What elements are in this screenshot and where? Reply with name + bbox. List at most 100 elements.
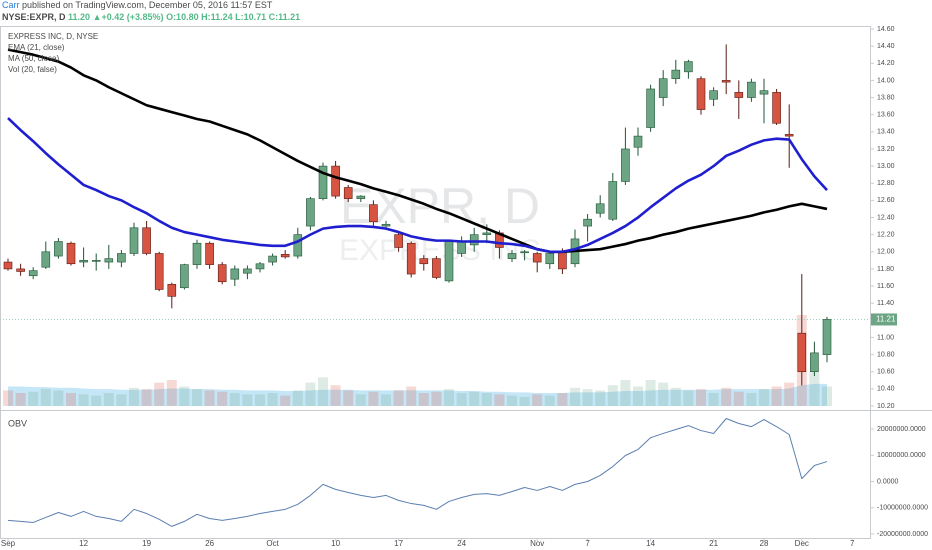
volume-bar [217, 391, 228, 406]
volume-bar [166, 380, 177, 406]
volume-bar [696, 389, 706, 406]
legend-entry: EMA (21, close) [8, 43, 65, 52]
candle-body [230, 268, 240, 280]
last-price-label: 11.21 [876, 315, 896, 324]
candle-body [117, 253, 126, 263]
candle-body [343, 187, 353, 199]
y-tick-label: 12.80 [877, 180, 895, 187]
candle-body [444, 241, 454, 282]
candle-body [822, 319, 832, 355]
candle-body [192, 242, 202, 265]
volume-bar [242, 394, 253, 406]
candle-body [205, 242, 214, 265]
y-tick-label: 12.00 [877, 249, 895, 256]
candle-body [709, 90, 718, 100]
candle-body [658, 78, 668, 98]
header-line: Carr published on TradingView.com, Decem… [2, 0, 273, 10]
legend-entry: MA (50, close) [8, 54, 59, 63]
candle-body [280, 254, 290, 258]
candle-body [369, 204, 378, 223]
candle-body [331, 165, 340, 197]
volume-bar [658, 382, 669, 406]
volume-bar [330, 385, 341, 406]
volume-bar [368, 391, 379, 406]
volume-bar [746, 393, 757, 406]
obv-y-tick-label: 20000000.0000 [877, 426, 926, 433]
y-tick-label: 10.40 [877, 386, 895, 393]
candle-body [545, 253, 555, 265]
ema-line [7, 117, 828, 254]
volume-bar [633, 386, 643, 406]
volume-bar [192, 389, 202, 406]
last: 11.20 [68, 12, 90, 22]
candle-body [3, 261, 13, 270]
candle-body [772, 92, 781, 124]
ohlc: O:10.80 H:11.24 L:10.71 C:11.21 [166, 12, 300, 22]
ma-line [7, 48, 828, 254]
volume-bar [255, 394, 265, 406]
y-tick-label: 10.60 [877, 369, 895, 376]
candle-body [66, 242, 76, 265]
volume-bar [53, 390, 64, 406]
volume-bar [40, 389, 51, 406]
volume-bar [343, 390, 354, 406]
y-tick-label: 11.40 [877, 300, 894, 307]
author[interactable]: Carr [2, 0, 20, 10]
x-tick-label: 28 [760, 539, 769, 548]
y-tick-label: 14.20 [877, 60, 895, 67]
candle-body [167, 284, 177, 297]
x-tick-label: 19 [142, 539, 151, 548]
volume-bar [431, 391, 442, 406]
candle-body [381, 224, 391, 227]
candle-body [356, 195, 366, 199]
volume-bar [494, 394, 505, 406]
volume-bar [683, 390, 694, 406]
volume-bar [570, 387, 580, 406]
volume-bar [532, 394, 543, 406]
volume-bar [267, 393, 278, 406]
volume-bar [507, 395, 517, 406]
y-tick-label: 13.60 [877, 112, 895, 119]
candle-body [696, 78, 706, 110]
candle-body [217, 264, 227, 283]
legend-entry: EXPRESS INC, D, NYSE [8, 32, 98, 41]
candle-body [797, 332, 807, 373]
candle-body [721, 80, 731, 83]
candle-body [621, 148, 630, 182]
obv-y-tick-label: -10000000.0000 [877, 505, 928, 512]
y-tick-label: 14.00 [877, 77, 895, 84]
candle-body [633, 135, 643, 148]
obv-y-tick-label: -20000000.0000 [877, 531, 928, 538]
volume-bar [355, 394, 366, 406]
y-tick-label: 12.40 [877, 214, 895, 221]
candle-body [608, 181, 618, 220]
volume-bar [129, 387, 139, 406]
y-tick-label: 10.80 [877, 351, 895, 358]
volume-bar [582, 389, 593, 406]
candle-body [91, 260, 101, 262]
legend-entry: Vol (20, false) [8, 65, 57, 74]
candle-body [583, 218, 592, 227]
symbol: NYSE:EXPR, D [2, 12, 66, 22]
last-price-tag [871, 313, 897, 326]
volume-bar [456, 393, 467, 406]
y-tick-label: 13.80 [877, 94, 895, 101]
candle-body [734, 92, 744, 98]
volume-bar [759, 389, 769, 406]
obv-line [7, 418, 828, 527]
volume-bar [822, 386, 832, 406]
volume-bar [809, 372, 820, 406]
candle-body [293, 234, 303, 257]
volume-bar [318, 377, 328, 406]
volume-bar [154, 382, 165, 406]
x-tick-label: Nov [530, 539, 544, 548]
volume-bar [444, 389, 454, 406]
obv-y-tick-label: 0.0000 [877, 478, 899, 485]
y-tick-label: 10.20 [877, 403, 895, 410]
candle-body [243, 268, 252, 274]
candle-body [520, 251, 529, 254]
obv-y-tick-label: 10000000.0000 [877, 452, 926, 459]
quote-line: NYSE:EXPR, D 11.20 ▲+0.42 (+3.85%) O:10.… [2, 12, 300, 22]
x-tick-label: 21 [709, 539, 718, 548]
